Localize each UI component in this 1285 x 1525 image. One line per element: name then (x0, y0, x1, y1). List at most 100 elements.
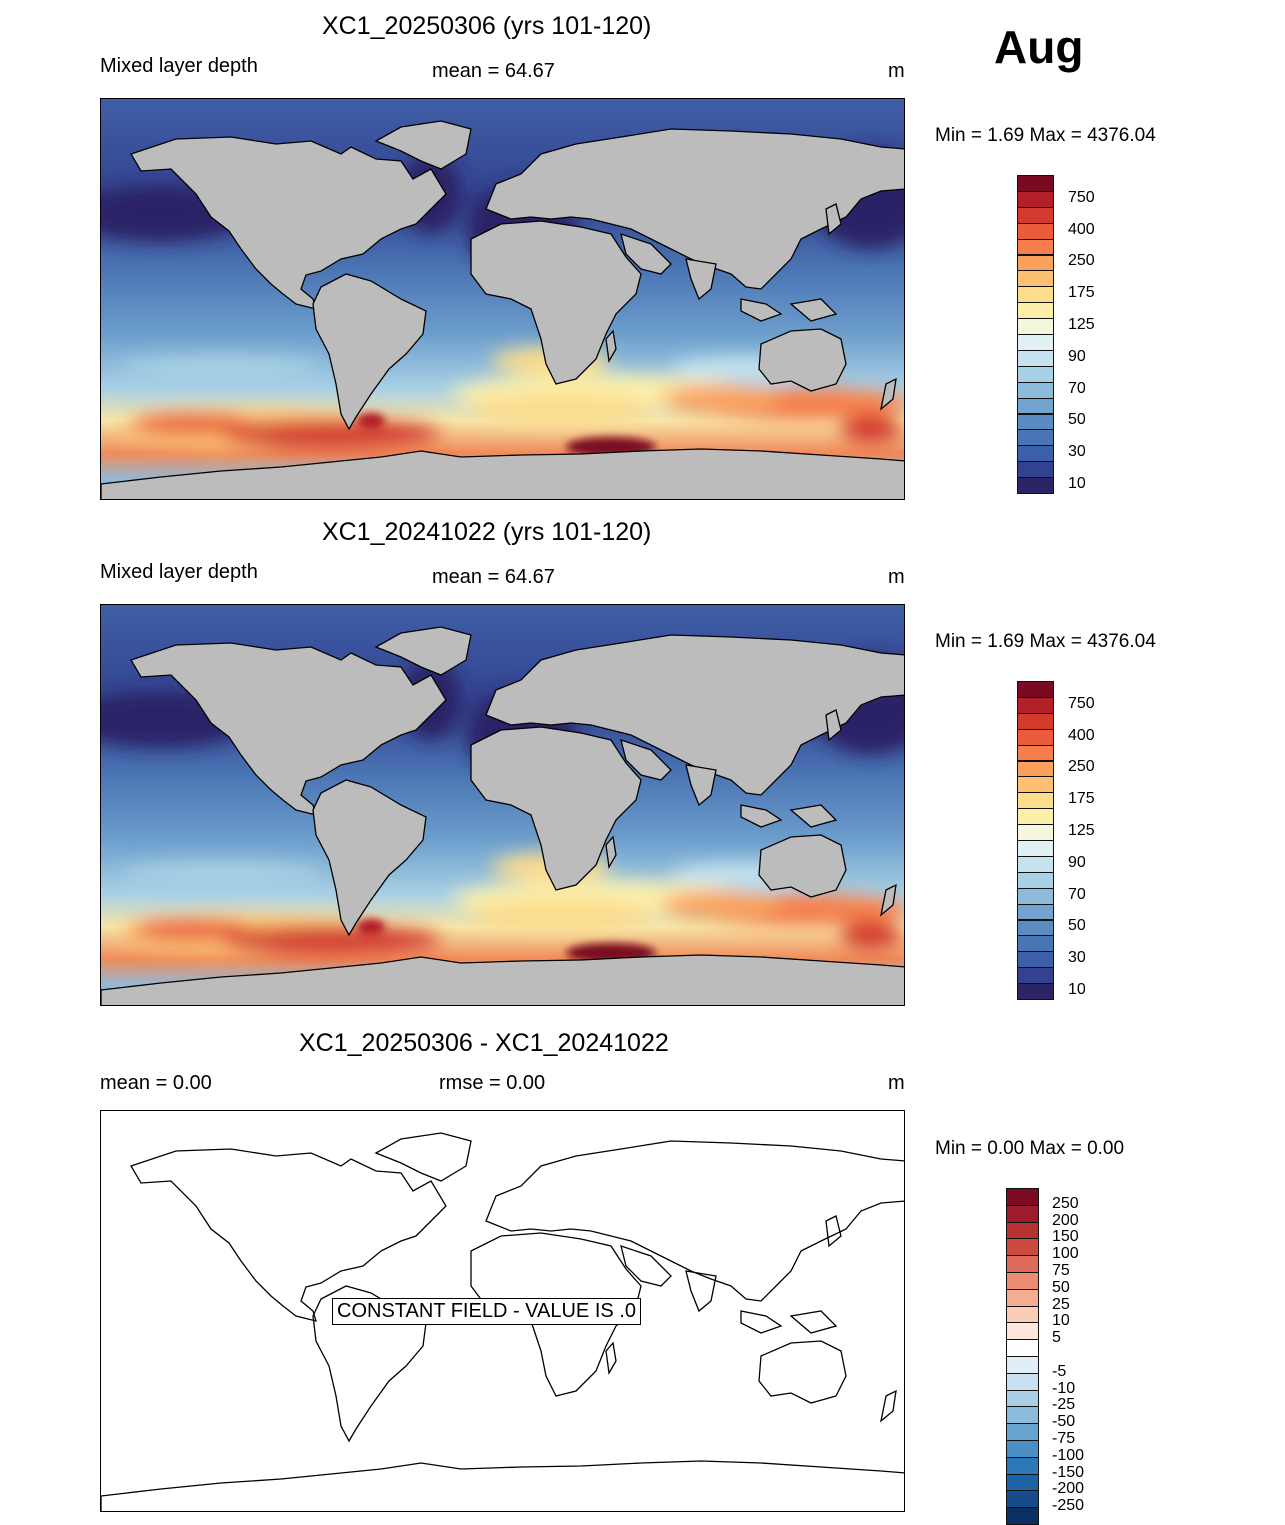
colorbar-box (1017, 696, 1054, 714)
colorbar-box (1017, 824, 1054, 841)
colorbar-tick-label: 50 (1068, 917, 1086, 935)
colorbar-tick-label: 75 (1052, 1262, 1070, 1279)
colorbar-box (1006, 1440, 1039, 1458)
panel2-minmax: Min = 1.69 Max = 4376.04 (935, 631, 1156, 652)
colorbar-box (1017, 903, 1054, 921)
colorbar-box (1017, 967, 1054, 985)
colorbar-box (1006, 1356, 1039, 1374)
colorbar-tick-label: 125 (1068, 822, 1095, 840)
colorbar-box (1017, 318, 1054, 335)
colorbar-tick-label: -150 (1052, 1463, 1085, 1481)
colorbar-box (1006, 1322, 1039, 1341)
colorbar-box (1017, 413, 1054, 431)
colorbar-box (1017, 286, 1054, 304)
colorbar-box (1006, 1406, 1039, 1425)
colorbar-box (1017, 681, 1054, 698)
panel1-units: m (888, 60, 905, 82)
colorbar-box (1017, 302, 1054, 320)
colorbar-box (1017, 919, 1054, 937)
panel3-units: m (888, 1072, 905, 1094)
colorbar-tick-label: 750 (1068, 694, 1095, 712)
colorbar-box (1017, 776, 1054, 794)
colorbar-tick-label: 50 (1068, 411, 1086, 429)
colorbar-tick-label: 70 (1068, 379, 1086, 397)
colorbar-box (1006, 1255, 1039, 1273)
colorbar-tick-label: 5 (1052, 1329, 1061, 1347)
colorbar-box (1006, 1204, 1039, 1223)
colorbar-box (1006, 1188, 1039, 1206)
colorbar-box (1017, 461, 1054, 479)
colorbar-box (1017, 477, 1054, 494)
colorbar-box (1017, 334, 1054, 351)
colorbar-box (1017, 935, 1054, 953)
colorbar-tick-label: 175 (1068, 284, 1095, 302)
panel2-map (100, 604, 905, 1006)
colorbar-box (1017, 951, 1054, 969)
colorbar-tick-label: -50 (1052, 1413, 1076, 1431)
colorbar-tick-label: -10 (1052, 1379, 1076, 1397)
panel1-title: XC1_20250306 (yrs 101-120) (322, 12, 652, 40)
panel3-rmse-label: rmse = 0.00 (439, 1072, 546, 1094)
colorbar-box (1006, 1221, 1039, 1240)
colorbar-box (1017, 270, 1054, 288)
colorbar-tick-label: -200 (1052, 1480, 1085, 1498)
panel2-units: m (888, 566, 905, 588)
colorbar-box (1017, 983, 1054, 1000)
colorbar-box (1017, 397, 1054, 415)
colorbar-box (1017, 855, 1054, 873)
panel3-mean-label: mean = 0.00 (100, 1072, 212, 1094)
colorbar-tick-label: 250 (1068, 758, 1095, 776)
colorbar-box (1017, 429, 1054, 447)
colorbar-box (1017, 728, 1054, 746)
colorbar-box (1006, 1339, 1039, 1357)
colorbar-tick-label: 250 (1068, 252, 1095, 270)
colorbar-tick-label: 50 (1052, 1278, 1070, 1296)
colorbar-box (1017, 744, 1054, 762)
colorbar-box (1006, 1456, 1039, 1475)
colorbar-box (1017, 760, 1054, 778)
colorbar-tick-label: 10 (1068, 475, 1086, 493)
colorbar-box (1017, 871, 1054, 889)
colorbar-tick-label: 175 (1068, 790, 1095, 808)
colorbar-box (1017, 254, 1054, 272)
colorbar-box (1006, 1372, 1039, 1391)
constant-field-label: CONSTANT FIELD - VALUE IS .0 (332, 1298, 641, 1325)
panel2-variable-label: Mixed layer depth (100, 561, 258, 583)
colorbar-box (1017, 712, 1054, 730)
colorbar-box (1017, 887, 1054, 905)
colorbar-tick-label: 100 (1052, 1245, 1079, 1263)
colorbar-box (1017, 190, 1054, 208)
colorbar-tick-label: 10 (1068, 981, 1086, 999)
colorbar-tick-label: 90 (1068, 347, 1086, 365)
colorbar-box (1006, 1389, 1039, 1408)
colorbar-tick-label: 10 (1052, 1312, 1070, 1330)
colorbar-box (1017, 206, 1054, 224)
colorbar-tick-label: 150 (1052, 1228, 1079, 1246)
colorbar-tick-label: 30 (1068, 949, 1086, 967)
colorbar-tick-label: 250 (1052, 1194, 1079, 1212)
colorbar-tick-label: 750 (1068, 188, 1095, 206)
colorbar-box (1006, 1272, 1039, 1290)
colorbar-tick-label: 90 (1068, 853, 1086, 871)
colorbar-tick-label: -100 (1052, 1446, 1085, 1464)
panel1-map (100, 98, 905, 500)
colorbar-box (1006, 1238, 1039, 1257)
colorbar-box (1006, 1288, 1039, 1307)
colorbar-tick-label: 70 (1068, 885, 1086, 903)
colorbar-box (1017, 792, 1054, 810)
panel1-variable-label: Mixed layer depth (100, 55, 258, 77)
colorbar-tick-label: 125 (1068, 316, 1095, 334)
colorbar-box (1006, 1305, 1039, 1324)
panel1-minmax: Min = 1.69 Max = 4376.04 (935, 125, 1156, 146)
month-label: Aug (994, 21, 1084, 73)
colorbar-box (1006, 1473, 1039, 1492)
colorbar-tick-label: -5 (1052, 1362, 1067, 1380)
panel2-mean-label: mean = 64.67 (432, 566, 555, 588)
colorbar-tick-label: 25 (1052, 1295, 1070, 1313)
colorbar-box (1017, 808, 1054, 826)
panel2-title: XC1_20241022 (yrs 101-120) (322, 518, 652, 546)
colorbar-tick-label: -250 (1052, 1497, 1085, 1515)
colorbar-tick-label: 400 (1068, 726, 1095, 744)
colorbar-box (1017, 222, 1054, 240)
colorbar-box (1006, 1423, 1039, 1441)
